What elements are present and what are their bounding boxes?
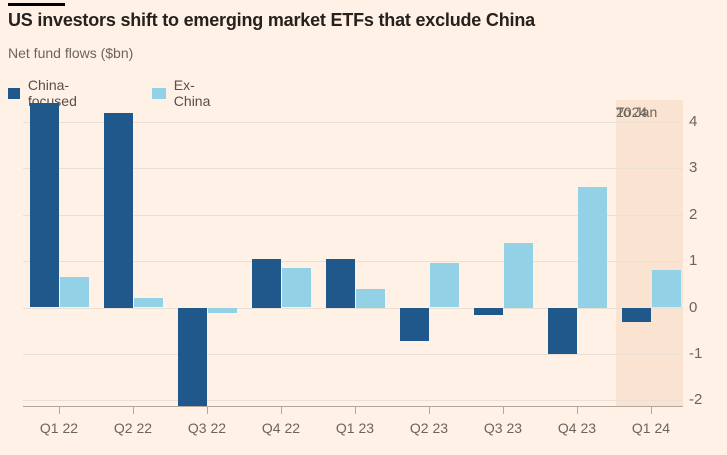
x-label-q1-23: Q1 23: [335, 420, 375, 436]
bar-ex-china-q4-23: [578, 187, 607, 308]
legend-item-ex-china: Ex-China: [152, 77, 216, 109]
y-label--1: -1: [689, 345, 703, 362]
x-label-q3-23: Q3 23: [483, 420, 523, 436]
x-label-q1-22: Q1 22: [39, 420, 79, 436]
bar-ex-china-q4-22: [282, 268, 311, 307]
gridline-0: [23, 308, 683, 309]
bar-china-focused-q1-23: [326, 259, 355, 308]
bar-ex-china-q3-22: [208, 308, 237, 313]
gridline-4: [23, 122, 683, 123]
bar-china-focused-q3-23: [474, 308, 503, 315]
x-label-q3-22: Q3 22: [187, 420, 227, 436]
highlight-annotation-line: To Jan: [616, 104, 658, 120]
x-axis-line: [23, 406, 683, 407]
page-title: US investors shift to emerging market ET…: [8, 10, 535, 30]
x-tick-q1-24: [651, 406, 652, 414]
x-label-q4-23: Q4 23: [557, 420, 597, 436]
bar-china-focused-q4-22: [252, 259, 281, 308]
y-label-2: 2: [689, 206, 698, 223]
gridline-2: [23, 215, 683, 216]
x-label-q2-23: Q2 23: [409, 420, 449, 436]
bar-ex-china-q2-22: [134, 298, 163, 307]
x-tick-q1-22: [59, 406, 60, 414]
gridline-3: [23, 168, 683, 169]
gridline--2: [23, 400, 683, 401]
y-label--2: -2: [689, 391, 703, 408]
x-label-q4-22: Q4 22: [261, 420, 301, 436]
y-label-3: 3: [689, 159, 698, 176]
x-tick-q3-23: [503, 406, 504, 414]
x-tick-q2-22: [133, 406, 134, 414]
chart-subtitle: Net fund flows ($bn): [8, 45, 134, 61]
bar-china-focused-q2-23: [400, 308, 429, 341]
headline-rule: [8, 3, 65, 6]
legend-swatch-ex-china: [152, 87, 166, 99]
x-tick-q1-23: [355, 406, 356, 414]
bar-china-focused-q3-22: [178, 308, 207, 406]
bar-ex-china-q2-23: [430, 263, 459, 307]
x-label-q2-22: Q2 22: [113, 420, 153, 436]
gridline--1: [23, 354, 683, 355]
highlight-annotation-line: 2024: [616, 104, 648, 120]
x-tick-q3-22: [207, 406, 208, 414]
y-label-4: 4: [689, 113, 698, 130]
x-tick-q4-22: [281, 406, 282, 414]
bar-china-focused-q1-22: [30, 103, 59, 307]
highlight-band: [616, 100, 683, 406]
bar-ex-china-q1-24: [652, 270, 681, 307]
x-tick-q2-23: [429, 406, 430, 414]
legend-swatch-china-focused: [8, 87, 20, 99]
y-label-1: 1: [689, 252, 698, 269]
bar-china-focused-q1-24: [622, 308, 651, 322]
bar-ex-china-q1-23: [356, 289, 385, 308]
legend-label-ex-china: Ex-China: [173, 77, 211, 109]
bar-china-focused-q2-22: [104, 113, 133, 308]
bar-ex-china-q3-23: [504, 243, 533, 308]
y-label-0: 0: [689, 299, 698, 316]
bar-china-focused-q4-23: [548, 308, 577, 354]
x-label-q1-24: Q1 24: [631, 420, 671, 436]
x-tick-q4-23: [577, 406, 578, 414]
bar-ex-china-q1-22: [60, 277, 89, 307]
